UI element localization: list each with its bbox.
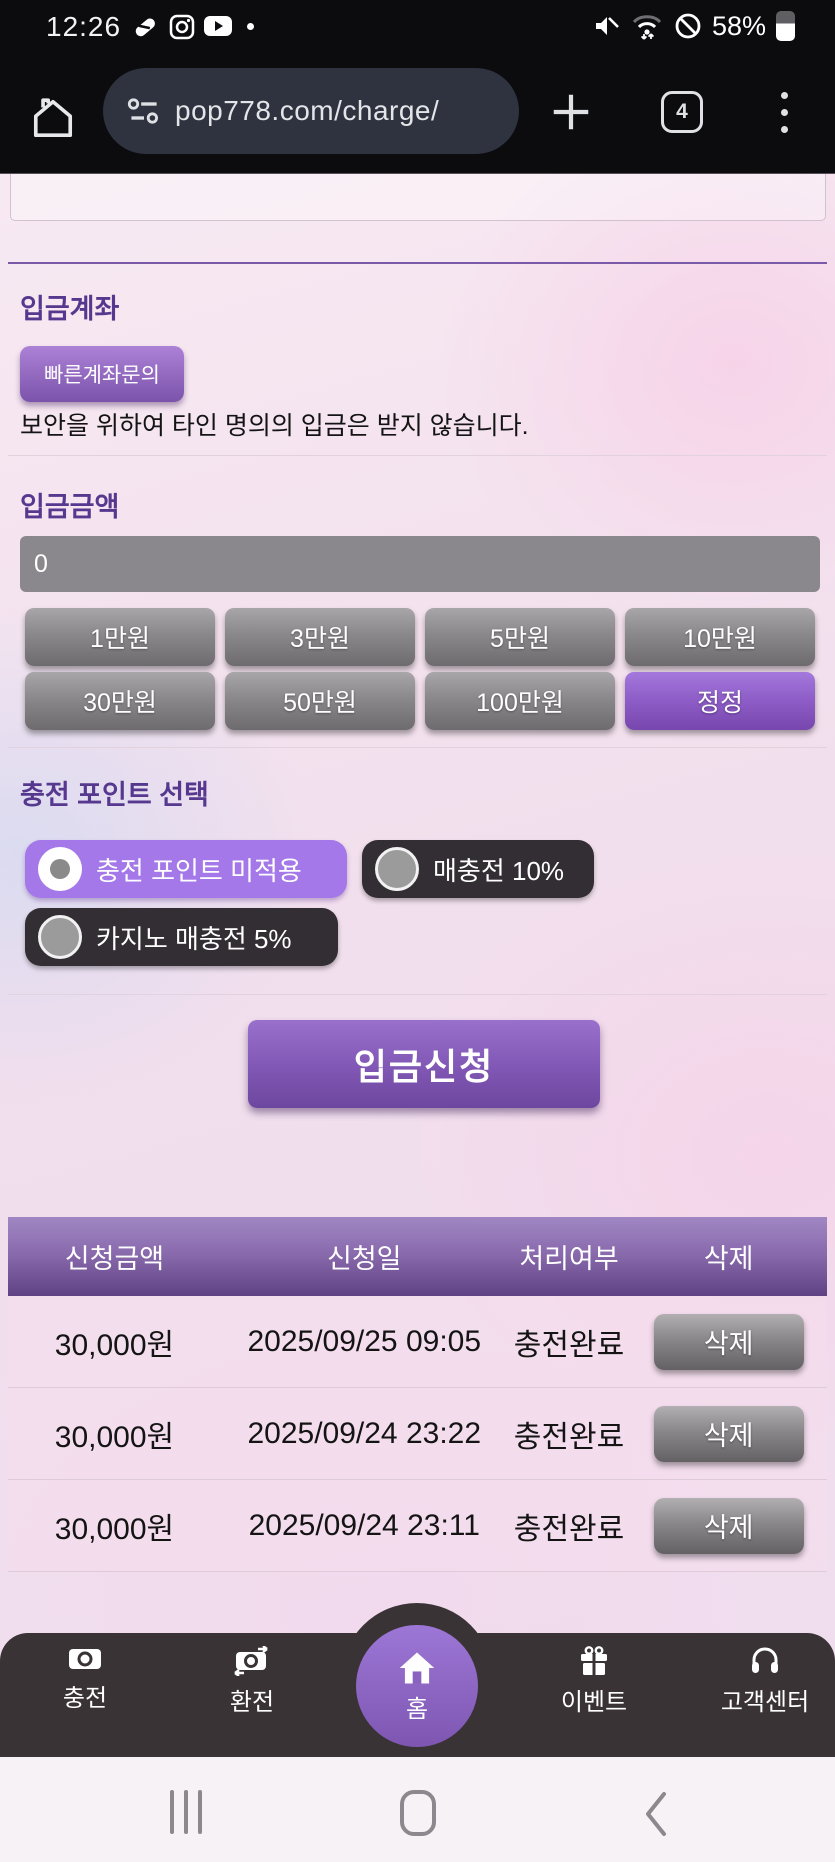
deposit-amount-input[interactable]: [20, 536, 820, 592]
divider: [8, 747, 827, 748]
nav-item-charge[interactable]: 충전: [15, 1646, 155, 1713]
youtube-icon: [204, 16, 232, 36]
charge-point-option-none[interactable]: 충전 포인트 미적용: [25, 840, 347, 898]
row-amount: 30,000원: [54, 1420, 175, 1454]
row-status: 충전완료: [513, 1512, 625, 1546]
divider: [8, 994, 827, 995]
table-row: 30,000원 2025/09/24 23:22 충전완료 삭제: [8, 1388, 827, 1480]
tab-count: 4: [676, 100, 688, 123]
nav-label: 홈: [405, 1695, 429, 1723]
row-date: 2025/09/25 09:05: [247, 1324, 482, 1358]
charge-point-option-10pct[interactable]: 매충전 10%: [362, 840, 594, 898]
row-amount: 30,000원: [54, 1328, 175, 1362]
recent-apps-button[interactable]: [165, 1790, 207, 1839]
blocked-icon: [675, 13, 701, 39]
deposit-request-button[interactable]: 입금신청: [248, 1020, 600, 1108]
header-delete: 삭제: [703, 1244, 754, 1274]
row-status: 충전완료: [513, 1420, 625, 1454]
notification-dot: [247, 23, 254, 30]
clear-amount-button[interactable]: 정정: [625, 672, 815, 730]
home-icon[interactable]: [30, 96, 76, 140]
money-exchange-icon: [234, 1646, 268, 1676]
site-settings-icon[interactable]: [127, 97, 161, 125]
header-date: 신청일: [326, 1244, 402, 1274]
cutoff-notice-box: [10, 174, 826, 221]
header-status: 처리여부: [519, 1244, 619, 1274]
url-text[interactable]: pop778.com/charge/: [175, 95, 440, 126]
row-date: 2025/09/24 23:22: [247, 1416, 482, 1450]
nav-label: 환전: [229, 1689, 275, 1716]
back-button[interactable]: [640, 1790, 670, 1838]
new-tab-icon[interactable]: [548, 52, 594, 172]
charge-point-title: 충전 포인트 선택: [20, 780, 209, 810]
radio-unselected-icon: [375, 847, 419, 891]
tab-switcher[interactable]: 4: [660, 52, 704, 172]
mute-icon: [595, 17, 619, 35]
radio-unselected-icon: [38, 915, 82, 959]
nav-item-events[interactable]: 이벤트: [524, 1646, 664, 1717]
security-notice: 보안을 위하여 타인 명의의 입금은 받지 않습니다.: [20, 412, 529, 440]
nav-label: 고객센터: [720, 1689, 810, 1716]
menu-kebab-icon[interactable]: [772, 52, 796, 172]
battery-percent: 58%: [711, 10, 766, 41]
delete-row-button[interactable]: 삭제: [653, 1497, 804, 1554]
instagram-icon: [169, 14, 195, 40]
purple-divider: [8, 262, 827, 264]
money-bill-icon: [69, 1649, 101, 1669]
wifi-icon: [632, 15, 662, 40]
preset-5manwon-button[interactable]: 5만원: [425, 608, 615, 666]
charge-point-option-label: 매충전 10%: [433, 855, 565, 886]
charge-point-option-label: 충전 포인트 미적용: [96, 855, 302, 886]
nav-label: 충전: [62, 1685, 108, 1712]
delete-row-button[interactable]: 삭제: [653, 1313, 804, 1370]
gift-icon: [581, 1646, 607, 1675]
header-amount: 신청금액: [64, 1244, 165, 1274]
row-amount: 30,000원: [54, 1512, 175, 1546]
charge-page: 입금계좌 빠른계좌문의 보안을 위하여 타인 명의의 입금은 받지 않습니다. …: [0, 174, 835, 1757]
pill-icon: [135, 18, 155, 37]
status-right-icons: 58%: [592, 0, 795, 52]
nav-item-support[interactable]: 고객센터: [695, 1646, 835, 1717]
charge-point-option-label: 카지노 매충전 5%: [96, 923, 292, 954]
row-date: 2025/09/24 23:11: [248, 1508, 480, 1542]
deposit-account-title: 입금계좌: [20, 294, 120, 324]
charge-point-option-casino-5pct[interactable]: 카지노 매충전 5%: [25, 908, 338, 966]
preset-30manwon-button[interactable]: 30만원: [25, 672, 215, 730]
quick-account-inquiry-button[interactable]: 빠른계좌문의: [20, 346, 184, 402]
home-icon: [399, 1651, 435, 1684]
android-home-button[interactable]: [400, 1790, 436, 1836]
preset-3manwon-button[interactable]: 3만원: [225, 608, 415, 666]
url-bar[interactable]: pop778.com/charge/: [103, 68, 519, 154]
delete-row-button[interactable]: 삭제: [653, 1405, 804, 1462]
preset-10manwon-button[interactable]: 10만원: [625, 608, 815, 666]
divider: [8, 455, 827, 456]
nav-item-home[interactable]: 홈: [356, 1625, 478, 1747]
row-status: 충전완료: [513, 1328, 625, 1362]
nav-item-exchange[interactable]: 환전: [182, 1646, 322, 1717]
browser-chrome: 12:26: [0, 0, 835, 174]
deposit-amount-title: 입금금액: [20, 492, 120, 522]
table-row: 30,000원 2025/09/24 23:11 충전완료 삭제: [8, 1480, 827, 1572]
nav-label: 이벤트: [560, 1689, 628, 1716]
browser-toolbar: pop778.com/charge/ 4: [0, 52, 835, 172]
clock: 12:26: [46, 11, 122, 42]
table-row: 30,000원 2025/09/25 09:05 충전완료 삭제: [8, 1296, 827, 1388]
battery-icon: [776, 11, 795, 41]
status-bar: 12:26: [0, 0, 835, 52]
preset-1manwon-button[interactable]: 1만원: [25, 608, 215, 666]
radio-selected-icon: [38, 847, 82, 891]
preset-100manwon-button[interactable]: 100만원: [425, 672, 615, 730]
android-nav-bar: [0, 1757, 835, 1862]
history-table-header: 신청금액 신청일 처리여부 삭제: [8, 1217, 827, 1296]
headset-icon: [752, 1647, 778, 1673]
preset-50manwon-button[interactable]: 50만원: [225, 672, 415, 730]
